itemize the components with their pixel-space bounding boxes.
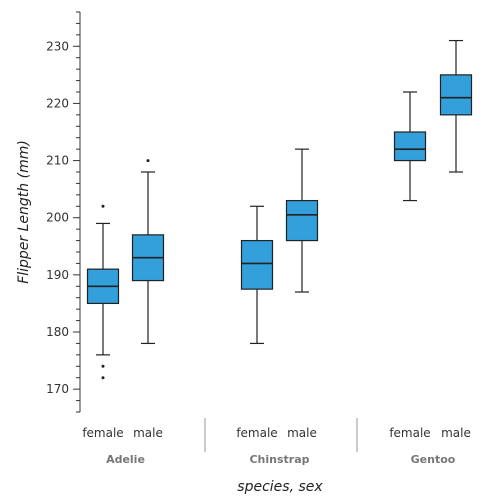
x-tick-label: male — [133, 426, 163, 440]
x-tick-label: female — [389, 426, 430, 440]
box-chinstrap-male — [285, 148, 319, 293]
box-gentoo-female — [393, 91, 427, 202]
x-axis-labels: female male Adelie female male Chinstrap femal… — [82, 426, 471, 466]
group-label: Chinstrap — [249, 453, 309, 466]
iqr-box — [240, 239, 274, 290]
y-tick-label: 180 — [46, 325, 69, 339]
box-adelie-female — [86, 204, 120, 380]
y-tick-label: 190 — [46, 268, 69, 282]
box-adelie-male — [131, 159, 165, 345]
y-axis-title: Flipper Length (mm) — [16, 140, 32, 284]
boxes-layer — [86, 39, 473, 380]
outlier-point — [101, 204, 105, 208]
outlier-point — [101, 376, 105, 380]
x-tick-label: male — [287, 426, 317, 440]
box-gentoo-male — [439, 39, 473, 173]
x-tick-label: male — [441, 426, 471, 440]
box-chinstrap-female — [240, 205, 274, 345]
iqr-box — [439, 74, 473, 116]
outlier-point — [101, 364, 105, 368]
x-axis-title: species, sex — [237, 479, 323, 495]
iqr-box — [285, 199, 319, 242]
outlier-point — [146, 159, 150, 163]
x-tick-label: female — [236, 426, 277, 440]
y-tick-label: 220 — [46, 96, 69, 110]
x-tick-label: female — [82, 426, 123, 440]
group-label: Adelie — [106, 453, 145, 466]
y-axis: 170 180 190 200 210 220 230 — [46, 11, 81, 413]
y-tick-label: 230 — [46, 39, 69, 53]
y-tick-label: 200 — [46, 211, 69, 225]
y-tick-label: 210 — [46, 154, 69, 168]
group-label: Gentoo — [411, 453, 456, 466]
iqr-box — [393, 131, 427, 162]
group-separators — [204, 418, 358, 452]
y-tick-label: 170 — [46, 382, 69, 396]
